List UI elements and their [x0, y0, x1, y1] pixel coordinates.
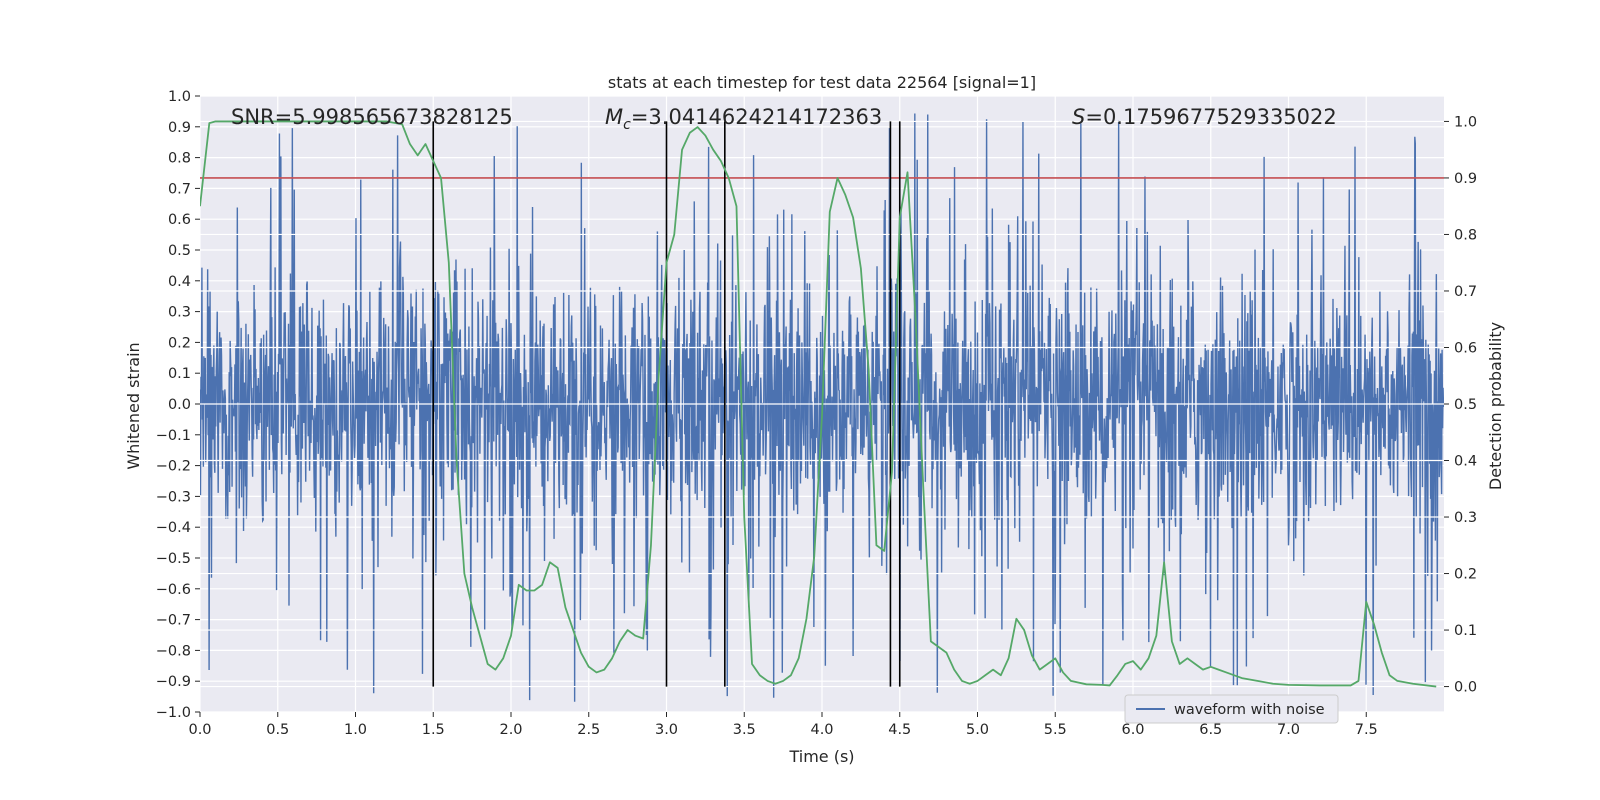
x-tick-label: 4.5 [888, 722, 911, 738]
y-tick-label: −1.0 [156, 705, 191, 721]
y-tick-label: 0.6 [168, 212, 191, 228]
y-axis-ticks: 1.0 0.9 0.8 0.7 0.6 0.5 0.4 0.3 0.2 0.1 0.0 −0.1 −0.… [156, 89, 200, 721]
y2-tick-label: 0.7 [1454, 284, 1477, 300]
x-tick-label: 4.0 [810, 722, 833, 738]
s-value: =0.1759677529335022 [1085, 105, 1336, 129]
x-tick-label: 1.5 [422, 722, 445, 738]
y2-tick-label: 0.9 [1454, 171, 1477, 187]
s-symbol: S [1072, 105, 1085, 129]
y2-axis-label: Detection probability [1486, 322, 1505, 490]
y-tick-label: −0.5 [156, 551, 191, 567]
y-tick-label: −0.1 [156, 428, 191, 444]
y-tick-label: 0.7 [168, 181, 191, 197]
x-axis-ticks: 0.0 0.5 1.0 1.5 2.0 2.5 3.0 3.5 4.0 4.5 5.0 5.5 6.0 6… [188, 712, 1378, 738]
y2-axis-ticks: 1.0 0.9 0.8 0.7 0.6 0.5 0.4 0.3 0.2 0.1 0.0 [1444, 114, 1477, 696]
y-tick-label: 0.3 [168, 305, 191, 321]
y-tick-label: −0.2 [156, 459, 191, 475]
y-tick-label: 0.9 [168, 120, 191, 136]
y-tick-label: 1.0 [168, 89, 191, 105]
x-tick-label: 6.0 [1121, 722, 1144, 738]
chart-title: stats at each timestep for test data 225… [608, 73, 1036, 92]
x-tick-label: 7.5 [1355, 722, 1378, 738]
chirp-mass-value: =3.0414624214172363 [631, 105, 882, 129]
x-tick-label: 0.5 [266, 722, 289, 738]
y2-tick-label: 0.2 [1454, 567, 1477, 583]
legend: waveform with noise [1124, 694, 1339, 724]
y-axis-label: Whitened strain [124, 342, 143, 469]
chirp-mass-annotation: Mc=3.0414624214172363 [605, 105, 882, 133]
y2-tick-label: 0.4 [1454, 454, 1477, 470]
x-tick-label: 5.0 [966, 722, 989, 738]
waveform-with-noise-series [200, 113, 1444, 702]
legend-label: waveform with noise [1174, 702, 1325, 718]
y-tick-label: −0.6 [156, 582, 191, 598]
detection-probability-line [200, 120, 1437, 688]
waveform-with-noise-line [200, 113, 1444, 702]
y2-tick-label: 0.6 [1454, 340, 1477, 356]
x-tick-label: 2.0 [499, 722, 522, 738]
x-tick-label: 3.5 [733, 722, 756, 738]
y2-tick-label: 0.0 [1454, 680, 1477, 696]
y2-tick-label: 0.5 [1454, 397, 1477, 413]
y2-tick-label: 0.1 [1454, 623, 1477, 639]
s-annotation: S=0.1759677529335022 [1072, 105, 1337, 129]
x-tick-label: 2.5 [577, 722, 600, 738]
chirp-mass-subscript: c [623, 117, 631, 133]
detection-probability-series [200, 120, 1437, 688]
x-axis-label: Time (s) [788, 747, 854, 766]
x-tick-label: 7.0 [1277, 722, 1300, 738]
y-tick-label: 0.0 [168, 397, 191, 413]
x-tick-label: 0.0 [188, 722, 211, 738]
y-tick-label: 0.1 [168, 366, 191, 382]
y-tick-label: 0.4 [168, 274, 191, 290]
x-tick-label: 5.5 [1044, 722, 1067, 738]
legend-box [1124, 694, 1339, 724]
y2-tick-label: 0.3 [1454, 510, 1477, 526]
chirp-mass-symbol: M [605, 105, 623, 129]
snr-annotation: SNR=5.998565673828125 [231, 105, 513, 129]
y2-tick-label: 1.0 [1454, 114, 1477, 130]
y-tick-label: −0.7 [156, 613, 191, 629]
x-tick-label: 1.0 [344, 722, 367, 738]
y-tick-label: 0.2 [168, 335, 191, 351]
y-tick-label: 0.8 [168, 151, 191, 167]
x-tick-label: 3.0 [655, 722, 678, 738]
y-tick-label: 0.5 [168, 243, 191, 259]
y-tick-label: −0.4 [156, 520, 191, 536]
y-tick-label: −0.9 [156, 674, 191, 690]
y-tick-label: −0.8 [156, 643, 191, 659]
x-tick-label: 6.5 [1199, 722, 1222, 738]
y2-tick-label: 0.8 [1454, 227, 1477, 243]
y-tick-label: −0.3 [156, 489, 191, 505]
